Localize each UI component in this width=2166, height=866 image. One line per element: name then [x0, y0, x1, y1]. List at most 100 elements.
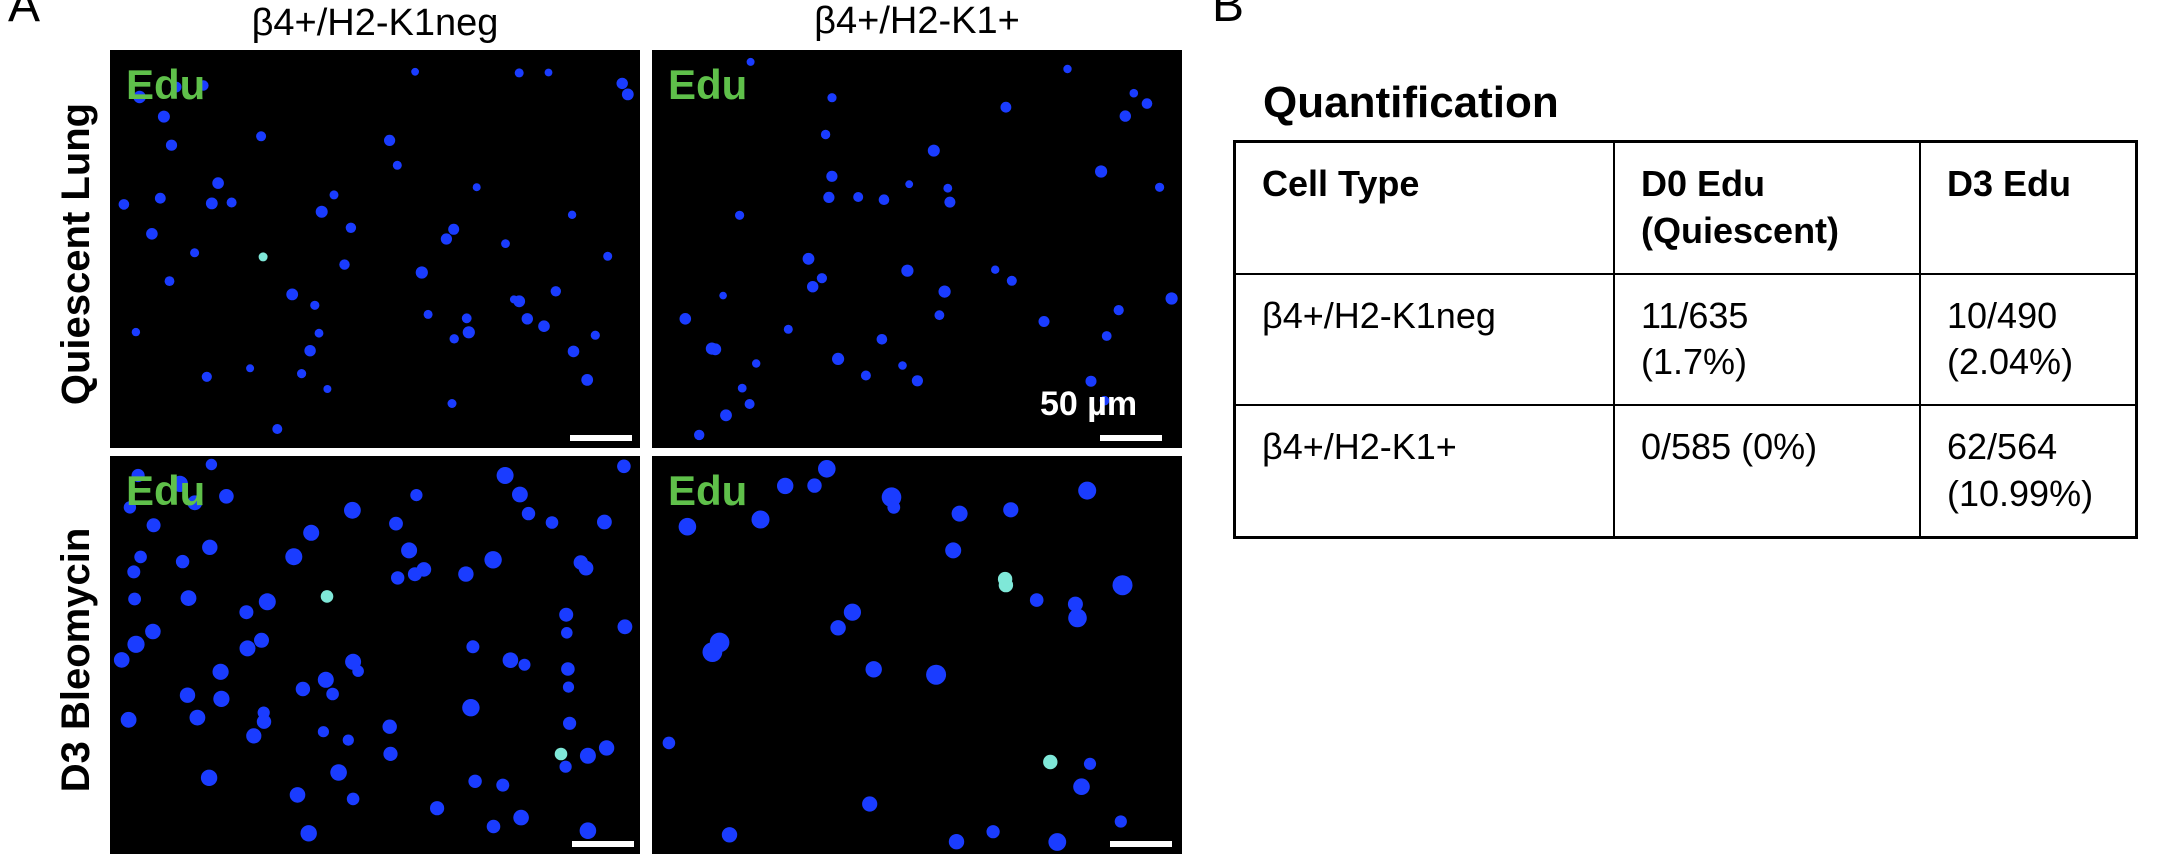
nucleus	[339, 259, 350, 270]
scale-bar-label: 50 µm	[1040, 385, 1138, 423]
nucleus	[383, 746, 398, 761]
nucleus	[1048, 833, 1067, 851]
nucleus	[317, 671, 334, 688]
cell-text: (10.99%)	[1947, 472, 2094, 514]
nucleus	[561, 662, 575, 676]
nucleus	[401, 542, 418, 559]
nucleus	[563, 716, 577, 730]
quantification-title: Quantification	[1263, 78, 1559, 127]
nucleus	[462, 326, 475, 339]
nucleus	[295, 681, 311, 697]
header-text: D3 Edu	[1947, 163, 2072, 204]
nucleus	[461, 313, 472, 324]
nucleus	[719, 291, 727, 300]
nucleus	[213, 690, 230, 707]
nucleus	[329, 190, 339, 200]
row-header-d3-bleomycin: D3 Bleomycin	[54, 527, 98, 793]
cell-d0: 0/585 (0%)	[1613, 404, 1921, 539]
nucleus	[545, 516, 559, 529]
nucleus	[830, 620, 846, 636]
edu-positive-nucleus	[554, 747, 568, 761]
nucleus	[189, 709, 206, 726]
edu-positive-nucleus	[997, 571, 1013, 587]
nucleus	[157, 110, 170, 123]
nucleus	[202, 539, 218, 555]
nucleus	[326, 687, 339, 701]
nucleus	[802, 252, 815, 265]
nucleus	[154, 192, 166, 204]
nucleus	[860, 370, 871, 381]
nucleus	[219, 489, 234, 504]
scale-bar	[1110, 841, 1172, 847]
nucleus	[315, 205, 328, 218]
nucleus	[496, 467, 514, 484]
nucleus	[384, 134, 396, 146]
nucleus	[991, 265, 1000, 274]
nucleus	[862, 796, 878, 812]
nucleus	[590, 330, 600, 340]
nucleus	[127, 635, 145, 653]
nucleus	[573, 555, 588, 570]
cell-text: 10/490	[1947, 294, 2058, 336]
stain-label-edu: Edu	[126, 61, 206, 108]
nucleus	[256, 131, 267, 142]
nucleus	[164, 276, 175, 286]
header-d0-edu: D0 Edu (Quiescent)	[1613, 140, 1921, 275]
nucleus	[544, 68, 553, 77]
nucleus	[521, 506, 536, 521]
nucleus	[146, 518, 161, 533]
nucleus	[911, 375, 923, 387]
nucleus	[751, 510, 770, 529]
nucleus	[190, 248, 200, 258]
scale-bar	[1100, 435, 1162, 441]
nucleus	[662, 736, 676, 750]
nucleus	[345, 222, 357, 233]
nucleus	[943, 183, 953, 193]
nucleus	[887, 501, 901, 514]
nucleus	[448, 223, 460, 235]
nucleus	[254, 632, 269, 648]
nucleus	[256, 714, 272, 729]
scale-bar	[572, 841, 634, 847]
nucleus	[392, 160, 402, 170]
nucleus	[458, 566, 474, 582]
cell-text: 62/564	[1947, 426, 2058, 468]
nucleus	[1006, 275, 1017, 286]
nucleus	[416, 562, 432, 577]
nucleus	[986, 825, 1000, 839]
nucleus	[175, 554, 190, 569]
nucleus	[179, 687, 196, 703]
micrograph-bleomycin-h2k1pos: Edu	[652, 456, 1182, 854]
nucleus	[496, 778, 510, 792]
nucleus	[705, 342, 718, 355]
nucleus	[1038, 316, 1050, 327]
nucleus	[342, 734, 354, 746]
nucleus	[323, 385, 332, 393]
nucleus	[1063, 64, 1072, 74]
nucleus	[1029, 593, 1044, 607]
micrograph-bleomycin-h2k1neg: Edu	[110, 456, 640, 854]
cell-text: (2.04%)	[1947, 341, 2074, 383]
nucleus	[621, 88, 634, 101]
cell-d3: 10/490 (2.04%)	[1919, 272, 2138, 407]
column-header-h2k1pos: β4+/H2-K1+	[814, 0, 1020, 42]
nucleus	[1083, 757, 1097, 770]
nucleus	[561, 627, 573, 639]
nuclei-field	[662, 460, 1133, 851]
nucleus	[134, 550, 147, 564]
nuclei-field	[118, 67, 634, 434]
nucleus	[440, 233, 452, 245]
nucleus	[170, 81, 182, 93]
row-header-quiescent-lung: Quiescent Lung	[54, 102, 98, 406]
nucleus	[205, 458, 218, 471]
nucleus	[865, 661, 882, 678]
nucleus	[948, 834, 965, 850]
cell-text: (1.7%)	[1641, 341, 1748, 383]
nucleus	[823, 191, 835, 203]
nucleus	[145, 623, 161, 640]
nucleus	[466, 640, 480, 654]
nucleus	[462, 699, 480, 717]
nucleus	[411, 67, 419, 76]
header-text: (Quiescent)	[1641, 209, 1840, 251]
nucleus	[314, 328, 324, 338]
